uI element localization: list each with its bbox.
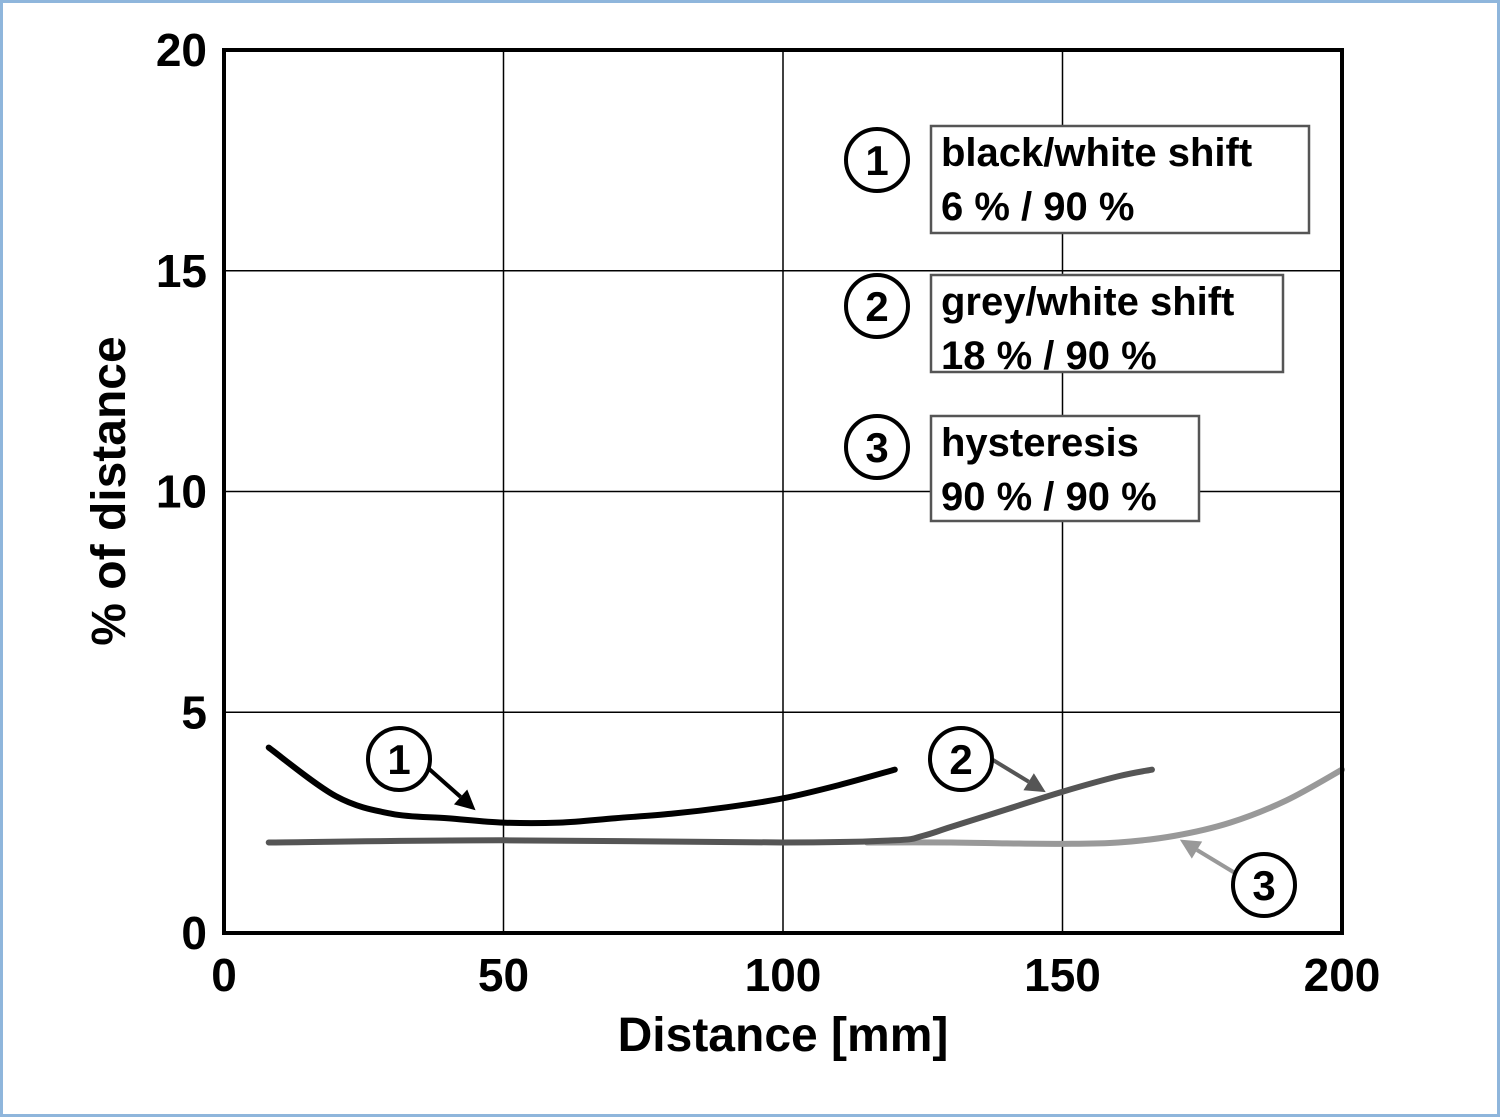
arrow-shaft [991, 758, 1030, 784]
number-circle [844, 414, 910, 480]
number-label: 3 [1252, 862, 1275, 909]
series-3-arrow [1179, 839, 1237, 875]
legend-entry-1: 1 black/white shift 6 % / 90 % [844, 124, 1311, 235]
arrow-head [453, 789, 476, 811]
legend-text-box [929, 124, 1311, 235]
x-tick-label: 100 [745, 949, 822, 1001]
legend-line-1: black/white shift [941, 131, 1252, 175]
series-1-curve [265, 744, 898, 827]
number-circle [1231, 852, 1297, 918]
number-circle [366, 726, 432, 792]
series-2-curve [265, 766, 1155, 846]
legend-text-box [929, 414, 1201, 523]
y-tick-label: 5 [181, 686, 207, 738]
arrow-shaft [1195, 848, 1237, 875]
plot-area-frame [222, 48, 1344, 935]
y-tick-labels: 0 5 10 15 20 [156, 24, 207, 959]
arrow-head [1179, 839, 1203, 859]
number-circle [844, 127, 910, 193]
number-label: 2 [949, 736, 972, 783]
legend-entry-2: 2 grey/white shift 18 % / 90 % [844, 273, 1285, 378]
data-curves [265, 744, 1345, 847]
legend-line-2: 6 % / 90 % [941, 185, 1134, 229]
legend-text-box [929, 273, 1285, 374]
number-circle [928, 726, 994, 792]
number-label: 2 [865, 283, 888, 330]
x-axis-title: Distance [mm] [618, 1009, 949, 1062]
series-2-arrow [991, 758, 1046, 793]
x-tick-label: 150 [1024, 949, 1101, 1001]
legend-marker: 1 [844, 127, 910, 193]
series-3-marker: 3 [1231, 852, 1297, 918]
number-circle [844, 273, 910, 339]
x-tick-label: 50 [478, 949, 529, 1001]
x-tick-labels: 0 50 100 150 200 [211, 949, 1380, 1001]
number-label: 1 [387, 736, 410, 783]
legend-entry-3: 3 hysteresis 90 % / 90 % [844, 414, 1201, 523]
x-tick-label: 0 [211, 949, 237, 1001]
y-tick-label: 15 [156, 245, 207, 297]
y-tick-label: 10 [156, 466, 207, 518]
y-tick-label: 0 [181, 907, 207, 959]
legend-line-1: hysteresis [941, 421, 1139, 465]
number-label: 3 [865, 424, 888, 471]
y-tick-label: 20 [156, 24, 207, 76]
series-1-arrow [426, 766, 476, 811]
curve-annotations: 1 2 3 [366, 726, 1297, 918]
y-axis-title: % of distance [83, 336, 136, 645]
legend: 1 black/white shift 6 % / 90 % 2 grey/white … [844, 124, 1311, 523]
legend-line-2: 18 % / 90 % [941, 334, 1157, 378]
x-tick-label: 200 [1304, 949, 1381, 1001]
arrow-head [1023, 773, 1046, 793]
series-1-marker: 1 [366, 726, 432, 792]
series-2-marker: 2 [928, 726, 994, 792]
legend-line-1: grey/white shift [941, 280, 1234, 324]
arrow-shaft [426, 766, 462, 799]
series-3-curve [863, 766, 1345, 847]
legend-line-2: 90 % / 90 % [941, 475, 1157, 519]
number-label: 1 [865, 137, 888, 184]
legend-marker: 3 [844, 414, 910, 480]
legend-marker: 2 [844, 273, 910, 339]
